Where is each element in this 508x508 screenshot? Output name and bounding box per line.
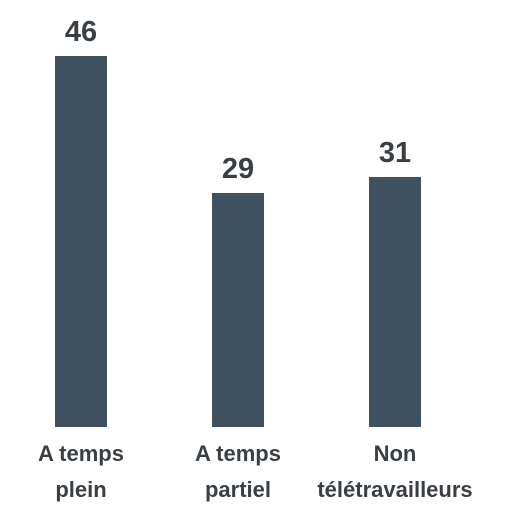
x-tick-label: A temps partiel (195, 441, 281, 502)
bar (212, 193, 264, 427)
data-label: 46 (64, 16, 98, 48)
x-tick-label: Non télétravailleurs (317, 441, 473, 502)
bar (369, 176, 421, 427)
data-label: 29 (221, 153, 255, 186)
bar (55, 56, 107, 427)
x-tick-label: A temps plein (38, 441, 124, 502)
data-label: 31 (378, 136, 412, 169)
